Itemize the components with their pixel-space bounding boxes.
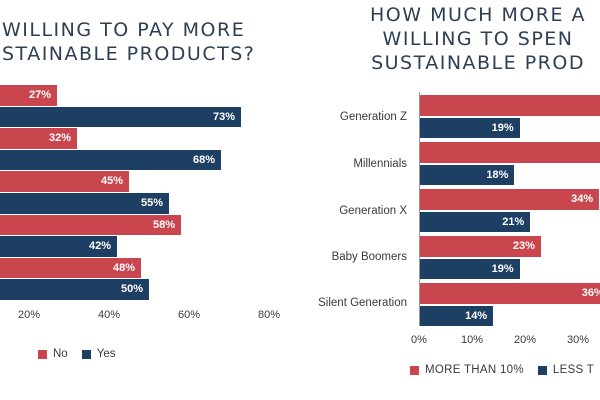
left-title-line-2: STAINABLE PRODUCTS? xyxy=(2,43,256,65)
bar-label-less-t-millennials: 18% xyxy=(486,168,509,181)
legend-label-more-than-10: MORE THAN 10% xyxy=(425,364,524,376)
category-label-generation-x: Generation X xyxy=(339,205,407,217)
right-legend: MORE THAN 10% LESS T xyxy=(410,364,600,376)
x-tick-label-20: 20% xyxy=(513,334,537,346)
bar-label-no-2: 32% xyxy=(48,132,71,145)
left-title-line-1: WILLING TO PAY MORE xyxy=(2,19,246,41)
bar-label-no-4: 45% xyxy=(100,175,123,188)
bar-more-than-10-generation-x xyxy=(420,189,600,210)
bar-label-yes-1: 73% xyxy=(212,110,235,123)
category-label-millennials: Millennials xyxy=(353,158,407,170)
bar-label-yes-7: 42% xyxy=(88,240,111,253)
legend-label-yes: Yes xyxy=(96,348,116,360)
bar-label-less-t-baby-boomers: 19% xyxy=(491,262,514,275)
bar-less-t-silent-generation xyxy=(420,305,494,326)
x-tick-label-30: 30% xyxy=(566,334,590,346)
bar-no-0 xyxy=(0,85,57,106)
category-label-baby-boomers: Baby Boomers xyxy=(331,251,407,263)
right-title-line-1: HOW MUCH MORE A xyxy=(370,4,587,26)
legend-item-less-than: LESS T xyxy=(537,364,595,376)
bar-yes-7 xyxy=(0,236,117,257)
legend-item-no: No xyxy=(38,348,68,360)
x-tick-label-80: 80% xyxy=(257,309,281,321)
bar-label-less-t-generation-z: 19% xyxy=(491,121,514,134)
legend-item-more-than-10: MORE THAN 10% xyxy=(410,364,524,376)
legend-item-yes: Yes xyxy=(81,348,116,360)
legend-swatch-no xyxy=(38,349,47,359)
x-tick-label-20: 20% xyxy=(17,309,41,321)
right-title-line-3: SUSTAINABLE PROD xyxy=(371,52,585,74)
bar-label-less-t-generation-x: 21% xyxy=(502,215,525,228)
legend-label-no: No xyxy=(53,348,68,360)
bar-no-8 xyxy=(0,257,141,279)
x-tick-label-60: 60% xyxy=(177,309,201,321)
x-tick-label-40: 40% xyxy=(97,309,121,321)
bar-less-t-baby-boomers xyxy=(420,258,520,279)
left-legend: No Yes xyxy=(38,348,129,360)
bar-no-2 xyxy=(0,128,77,149)
legend-label-less-than: LESS T xyxy=(552,364,595,376)
bar-less-t-generation-x xyxy=(420,211,531,232)
bar-less-t-millennials xyxy=(420,164,515,185)
legend-swatch-yes xyxy=(81,349,91,359)
left-chart-panel: WILLING TO PAY MORE STAINABLE PRODUCTS? … xyxy=(0,18,281,360)
bar-label-no-6: 58% xyxy=(152,218,175,231)
bar-label-yes-5: 55% xyxy=(140,197,163,209)
bar-label-more-than-10-generation-x: 34% xyxy=(571,193,594,205)
bar-no-4 xyxy=(0,171,129,192)
bar-more-than-10-millennials xyxy=(420,142,600,163)
bar-yes-3 xyxy=(0,149,221,171)
right-chart-title: HOW MUCH MORE A WILLING TO SPEN SUSTAINA… xyxy=(370,3,586,75)
bar-label-more-than-10-silent-generation: 36% xyxy=(581,287,600,299)
bar-label-yes-3: 68% xyxy=(192,153,215,166)
bar-yes-5 xyxy=(0,193,169,214)
bar-label-no-8: 48% xyxy=(112,261,135,274)
bar-label-more-than-10-baby-boomers: 23% xyxy=(512,240,535,252)
category-label-generation-z: Generation Z xyxy=(339,111,407,123)
bar-less-t-generation-z xyxy=(420,117,520,138)
bar-label-no-0: 27% xyxy=(28,89,51,101)
legend-swatch-less-than xyxy=(537,365,547,375)
bar-label-yes-9: 50% xyxy=(120,283,143,296)
x-tick-label-0: 0% xyxy=(411,334,427,346)
bar-more-than-10-baby-boomers xyxy=(420,236,541,257)
x-tick-label-10: 10% xyxy=(460,334,484,346)
bar-more-than-10-generation-z xyxy=(420,95,600,116)
bar-no-6 xyxy=(0,214,181,236)
legend-swatch-more-than-10 xyxy=(410,365,419,375)
bar-more-than-10-silent-generation xyxy=(420,283,600,304)
bar-yes-1 xyxy=(0,106,241,128)
left-chart-title: WILLING TO PAY MORE STAINABLE PRODUCTS? xyxy=(2,18,255,66)
category-label-silent-generation: Silent Generation xyxy=(318,297,407,309)
bar-yes-9 xyxy=(0,279,149,300)
bar-label-less-t-silent-generation: 14% xyxy=(465,309,488,322)
right-title-line-2: WILLING TO SPEN xyxy=(382,28,574,50)
y-axis-line xyxy=(419,92,420,326)
right-chart-panel: HOW MUCH MORE A WILLING TO SPEN SUSTAINA… xyxy=(300,0,600,400)
